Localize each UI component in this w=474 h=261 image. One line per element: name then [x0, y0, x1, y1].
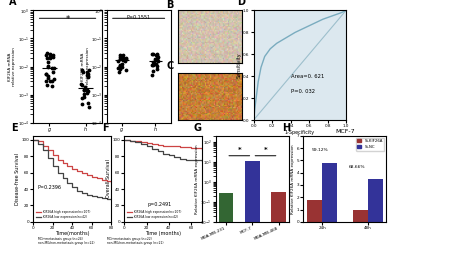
Bar	[307, 200, 322, 222]
Point	[49, 70, 57, 74]
Point	[46, 79, 54, 83]
Point	[122, 56, 129, 60]
Y-axis label: Relative KIF26A mRNA expression: Relative KIF26A mRNA expression	[291, 144, 295, 213]
Point	[46, 52, 54, 56]
Point	[48, 79, 56, 83]
Point	[84, 89, 91, 93]
Y-axis label: KIF26B mRNA
relative expression: KIF26B mRNA relative expression	[81, 47, 90, 86]
Bar	[245, 161, 260, 261]
Point	[115, 70, 123, 75]
Point	[84, 88, 91, 92]
Text: P=0. 032: P=0. 032	[291, 89, 315, 94]
Point	[118, 55, 126, 60]
Bar	[219, 193, 233, 261]
Point	[118, 57, 126, 61]
Point	[45, 74, 52, 78]
Point	[78, 102, 86, 106]
Point	[83, 73, 91, 77]
Text: A: A	[9, 0, 17, 7]
Point	[81, 88, 88, 92]
Text: 59.12%: 59.12%	[312, 148, 328, 152]
Text: P=0.1551: P=0.1551	[127, 15, 151, 20]
Point	[116, 63, 124, 67]
Point	[79, 70, 87, 74]
Text: p=0.2491: p=0.2491	[148, 202, 172, 207]
Point	[44, 76, 51, 80]
Text: MG+metastasis group (n=24)
non-MG/non-metastasis group (n=22): MG+metastasis group (n=24) non-MG/non-me…	[38, 237, 94, 245]
X-axis label: Time(months): Time(months)	[55, 232, 90, 236]
Point	[117, 64, 124, 68]
Text: F: F	[102, 123, 109, 133]
Point	[43, 56, 51, 60]
Bar	[272, 192, 286, 261]
Text: *: *	[237, 147, 241, 153]
Point	[154, 55, 161, 59]
Text: H: H	[283, 123, 291, 133]
Point	[48, 66, 55, 70]
Point	[44, 60, 52, 64]
Point	[79, 68, 86, 72]
Point	[48, 84, 56, 88]
Point	[154, 53, 161, 57]
Point	[121, 58, 129, 63]
Point	[83, 69, 91, 74]
Point	[153, 64, 161, 69]
Text: 68.66%: 68.66%	[349, 165, 365, 169]
Point	[44, 82, 51, 87]
Text: G: G	[194, 123, 201, 133]
Point	[43, 72, 50, 76]
Point	[117, 53, 124, 57]
Point	[153, 52, 160, 56]
Point	[116, 67, 124, 71]
Text: *: *	[65, 15, 70, 24]
Text: C: C	[166, 61, 173, 71]
Bar	[322, 163, 337, 222]
Y-axis label: KIF26A mRNA
relative expression: KIF26A mRNA relative expression	[8, 47, 16, 86]
Text: Area=0. 621: Area=0. 621	[291, 74, 324, 79]
Point	[122, 57, 129, 61]
Point	[80, 92, 88, 96]
Point	[43, 51, 51, 56]
Point	[42, 79, 50, 83]
Title: MCF-7: MCF-7	[335, 129, 355, 134]
X-axis label: Time (months): Time (months)	[146, 232, 181, 236]
Point	[117, 56, 125, 60]
Bar	[353, 210, 367, 222]
Point	[149, 69, 156, 73]
Point	[119, 56, 127, 60]
Point	[42, 53, 49, 57]
Legend: Si-KIF26A, Si-NC: Si-KIF26A, Si-NC	[356, 138, 384, 151]
Point	[118, 65, 126, 69]
Text: B: B	[166, 0, 173, 10]
Point	[153, 58, 160, 62]
Text: P=0.2396: P=0.2396	[37, 185, 61, 190]
Point	[79, 96, 86, 100]
Point	[50, 77, 57, 81]
Point	[119, 53, 127, 57]
Y-axis label: Overall Survival: Overall Survival	[106, 159, 111, 198]
Point	[44, 64, 52, 68]
Y-axis label: Sensitivity: Sensitivity	[237, 52, 242, 78]
Y-axis label: Disease-free Survival: Disease-free Survival	[15, 153, 20, 205]
Text: E: E	[11, 123, 18, 133]
Point	[116, 57, 124, 61]
Point	[78, 82, 85, 86]
Point	[150, 52, 157, 56]
Point	[116, 55, 124, 59]
Point	[46, 54, 54, 58]
Point	[152, 62, 159, 66]
Point	[81, 95, 88, 99]
Point	[122, 68, 129, 72]
Point	[78, 83, 86, 87]
Legend: KIF26A high expression(n=107), KIF26A low expression(n=42): KIF26A high expression(n=107), KIF26A lo…	[35, 208, 91, 220]
Point	[114, 58, 122, 63]
Point	[153, 56, 160, 60]
Point	[84, 75, 92, 79]
Point	[148, 73, 155, 77]
Point	[149, 60, 157, 64]
Point	[152, 53, 160, 57]
Point	[80, 88, 88, 92]
Point	[148, 52, 156, 56]
Point	[153, 67, 161, 71]
Point	[155, 58, 162, 63]
